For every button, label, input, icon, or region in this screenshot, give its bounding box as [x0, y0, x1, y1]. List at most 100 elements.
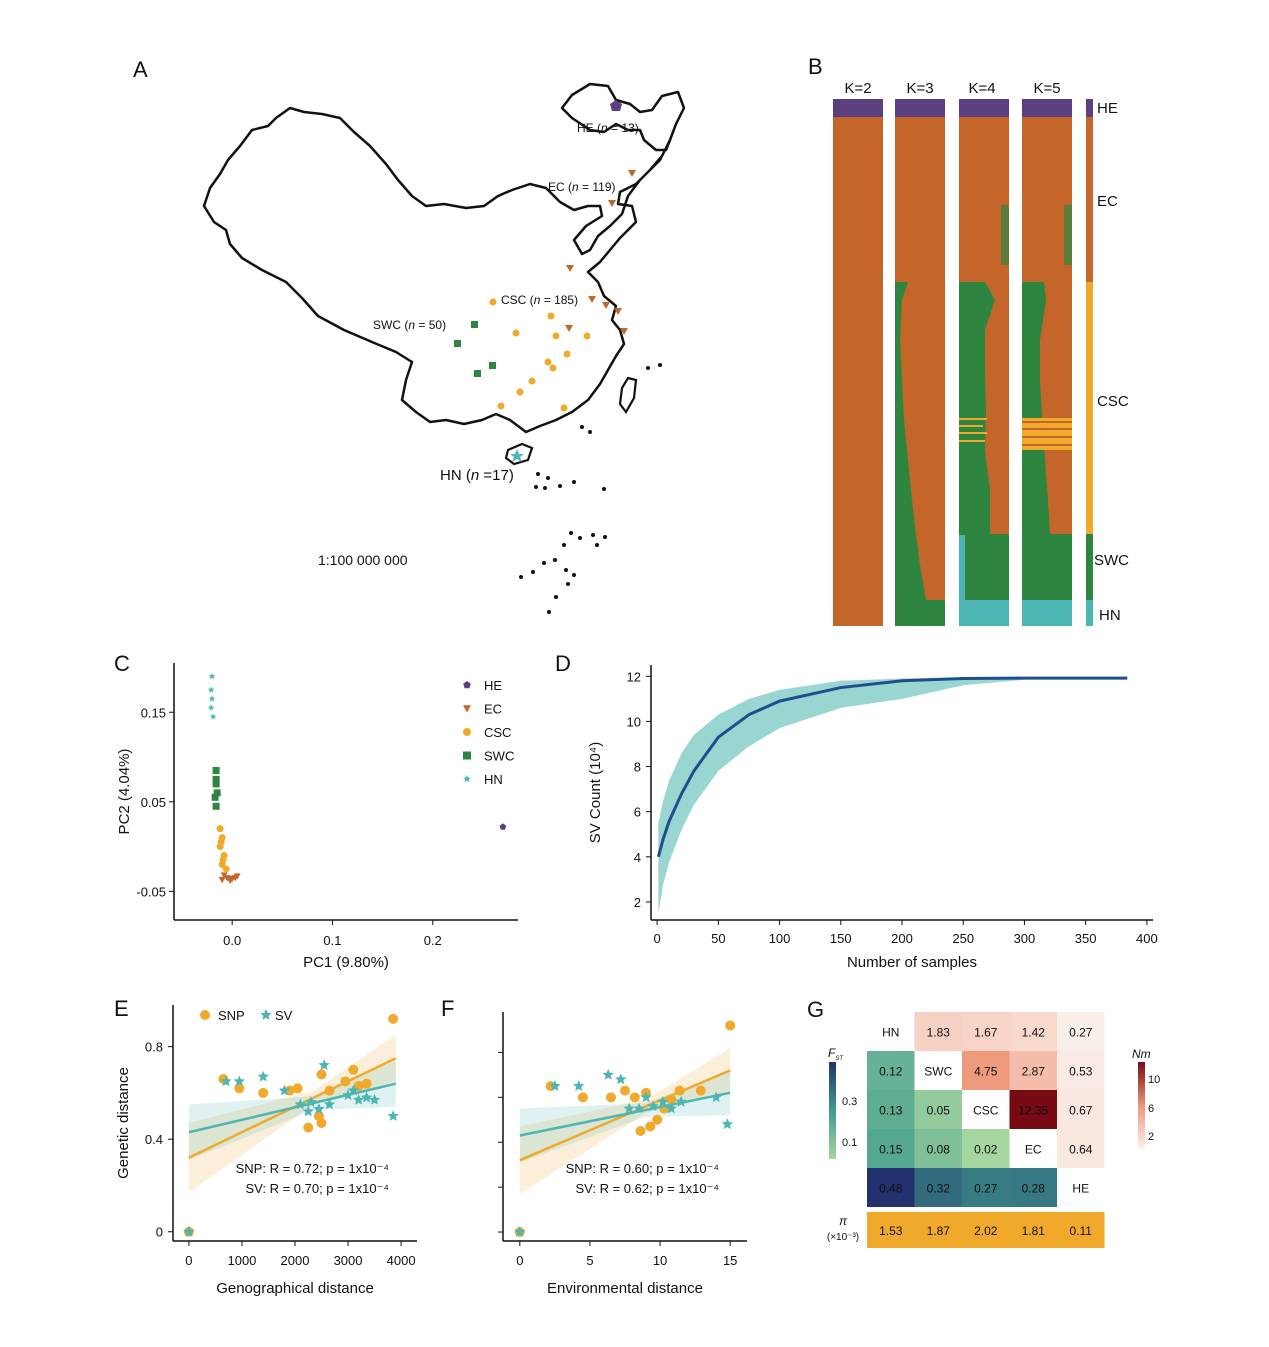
point-snp — [234, 1083, 245, 1094]
hainan-outline — [504, 442, 534, 466]
pca-point-swc — [212, 802, 220, 810]
point-sv — [318, 1059, 330, 1070]
legend-label-he: HE — [484, 678, 502, 693]
x-tick-label: 300 — [1014, 931, 1036, 946]
map-marker-he — [610, 100, 622, 111]
heatmap-cell-nm — [962, 1051, 1010, 1090]
map-panel: HE (n = 13) EC (n = 119) CSC (n = 185) S… — [202, 82, 686, 614]
point-sv — [615, 1073, 627, 1085]
point-sv — [233, 1075, 245, 1087]
nm-legend-title: Nm — [1132, 1047, 1151, 1061]
structure-bar-k3 — [895, 99, 945, 626]
legend-marker-snp — [200, 1010, 210, 1020]
confidence-band-snp — [519, 1047, 731, 1194]
point-snp — [361, 1078, 372, 1089]
k-label-5: K=5 — [1033, 80, 1060, 97]
x-tick-label: 0.2 — [424, 933, 442, 948]
trend-line-sv — [519, 1091, 731, 1137]
map-label-he: HE (n = 13) — [577, 121, 639, 135]
x-tick-label: 1000 — [227, 1253, 256, 1268]
heatmap-diagonal-label: HN — [882, 1026, 899, 1040]
pi-value: 1.87 — [927, 1224, 951, 1238]
point-sv — [387, 1110, 399, 1121]
y-axis-label: SV Count (10⁴) — [587, 742, 604, 844]
panel-label-c: C — [114, 651, 130, 676]
heatmap-value-fst: 0.13 — [879, 1104, 903, 1118]
heatmap-cell-fst — [914, 1168, 962, 1207]
heatmap-cell-nm — [1057, 1051, 1105, 1090]
nm-legend-tick: 6 — [1148, 1103, 1154, 1115]
sv-accumulation-chart: 0 50 100 150 200 250 300 350 400 2 4 6 8 10 12 Number o… — [587, 665, 1158, 971]
y-tick-label: 2 — [634, 895, 641, 910]
point-sv — [602, 1068, 614, 1080]
map-markers-csc — [489, 298, 591, 412]
point-snp — [695, 1085, 706, 1096]
point-snp — [605, 1092, 616, 1103]
pca-point-hn — [207, 704, 215, 711]
heatmap-cell-nm — [914, 1012, 962, 1051]
heatmap-value-fst: 0.12 — [879, 1065, 903, 1079]
x-tick-label: 100 — [769, 931, 791, 946]
heatmap-cell-nm — [1057, 1012, 1105, 1051]
pca-point-hn — [209, 713, 217, 720]
x-tick-label: 0 — [185, 1253, 192, 1268]
x-tick-label: 400 — [1136, 931, 1158, 946]
heatmap-cell-fst — [867, 1051, 915, 1090]
heatmap-cell-nm — [1057, 1129, 1105, 1168]
map-label-swc: SWC (n = 50) — [373, 318, 446, 332]
x-tick-label: 0 — [516, 1253, 523, 1268]
pca-point-ec — [231, 875, 239, 882]
point-sv — [257, 1070, 269, 1082]
heatmap-diagonal-label: HE — [1072, 1182, 1089, 1196]
nm-legend-bar — [1138, 1062, 1145, 1150]
structure-label-swc: SWC — [1094, 552, 1129, 569]
x-tick-label: 2000 — [281, 1253, 310, 1268]
k-label-4: K=4 — [968, 80, 995, 97]
map-label-hn: HN (n =17) — [440, 467, 514, 484]
pca-point-csc — [222, 865, 230, 873]
pi-row — [867, 1212, 1105, 1248]
y-tick-label: -0.05 — [136, 884, 166, 899]
heatmap-cell-nm — [1009, 1090, 1057, 1129]
south-sea-islands — [519, 363, 662, 614]
y-tick-label: 0.15 — [141, 705, 166, 720]
x-axis-label: Environmental distance — [547, 1280, 703, 1297]
pca-point-csc — [217, 838, 225, 846]
y-tick-label: 10 — [627, 714, 641, 729]
heatmap-value-nm: 1.83 — [927, 1026, 951, 1040]
legend-marker-swc — [463, 751, 471, 760]
heatmap-value-nm: 0.67 — [1069, 1104, 1093, 1118]
legend-label-hn: HN — [484, 772, 503, 787]
x-tick-label: 150 — [830, 931, 852, 946]
x-tick-label: 3000 — [334, 1253, 363, 1268]
nm-legend-tick: 2 — [1148, 1131, 1154, 1143]
legend-marker-sv — [260, 1009, 272, 1020]
point-snp — [316, 1069, 327, 1080]
pca-point-ec — [226, 877, 234, 885]
x-tick-label: 4000 — [387, 1253, 416, 1268]
heatmap-cell-fst — [1009, 1168, 1057, 1207]
pca-chart: 0.0 0.1 0.2 0.15 0.05 -0.05 PC1 (9.80%) PC2 (4.… — [116, 663, 518, 971]
x-axis-label: Genographical distance — [216, 1280, 374, 1297]
point-sv — [665, 1102, 677, 1114]
structure-label-he: HE — [1097, 100, 1118, 117]
point-sv — [368, 1093, 381, 1105]
structure-bar-k5 — [1022, 99, 1072, 626]
trend-line-sv — [188, 1082, 397, 1134]
point-snp — [620, 1085, 630, 1096]
pi-value: 1.53 — [879, 1224, 903, 1238]
map-label-csc: CSC (n = 185) — [501, 293, 578, 307]
legend-label-csc: CSC — [484, 725, 511, 740]
point-sv — [220, 1075, 232, 1087]
x-tick-label: 0.0 — [223, 933, 241, 948]
heatmap-cell-nm — [1009, 1012, 1057, 1051]
point-snp — [388, 1013, 399, 1024]
heatmap-value-fst: 0.32 — [927, 1182, 951, 1196]
x-tick-label: 50 — [711, 931, 725, 946]
heatmap-cell-fst — [867, 1168, 915, 1207]
heatmap-value-fst: 0.05 — [927, 1104, 951, 1118]
point-snp — [652, 1114, 663, 1125]
k-label-3: K=3 — [906, 80, 933, 97]
point-sv — [640, 1091, 652, 1103]
